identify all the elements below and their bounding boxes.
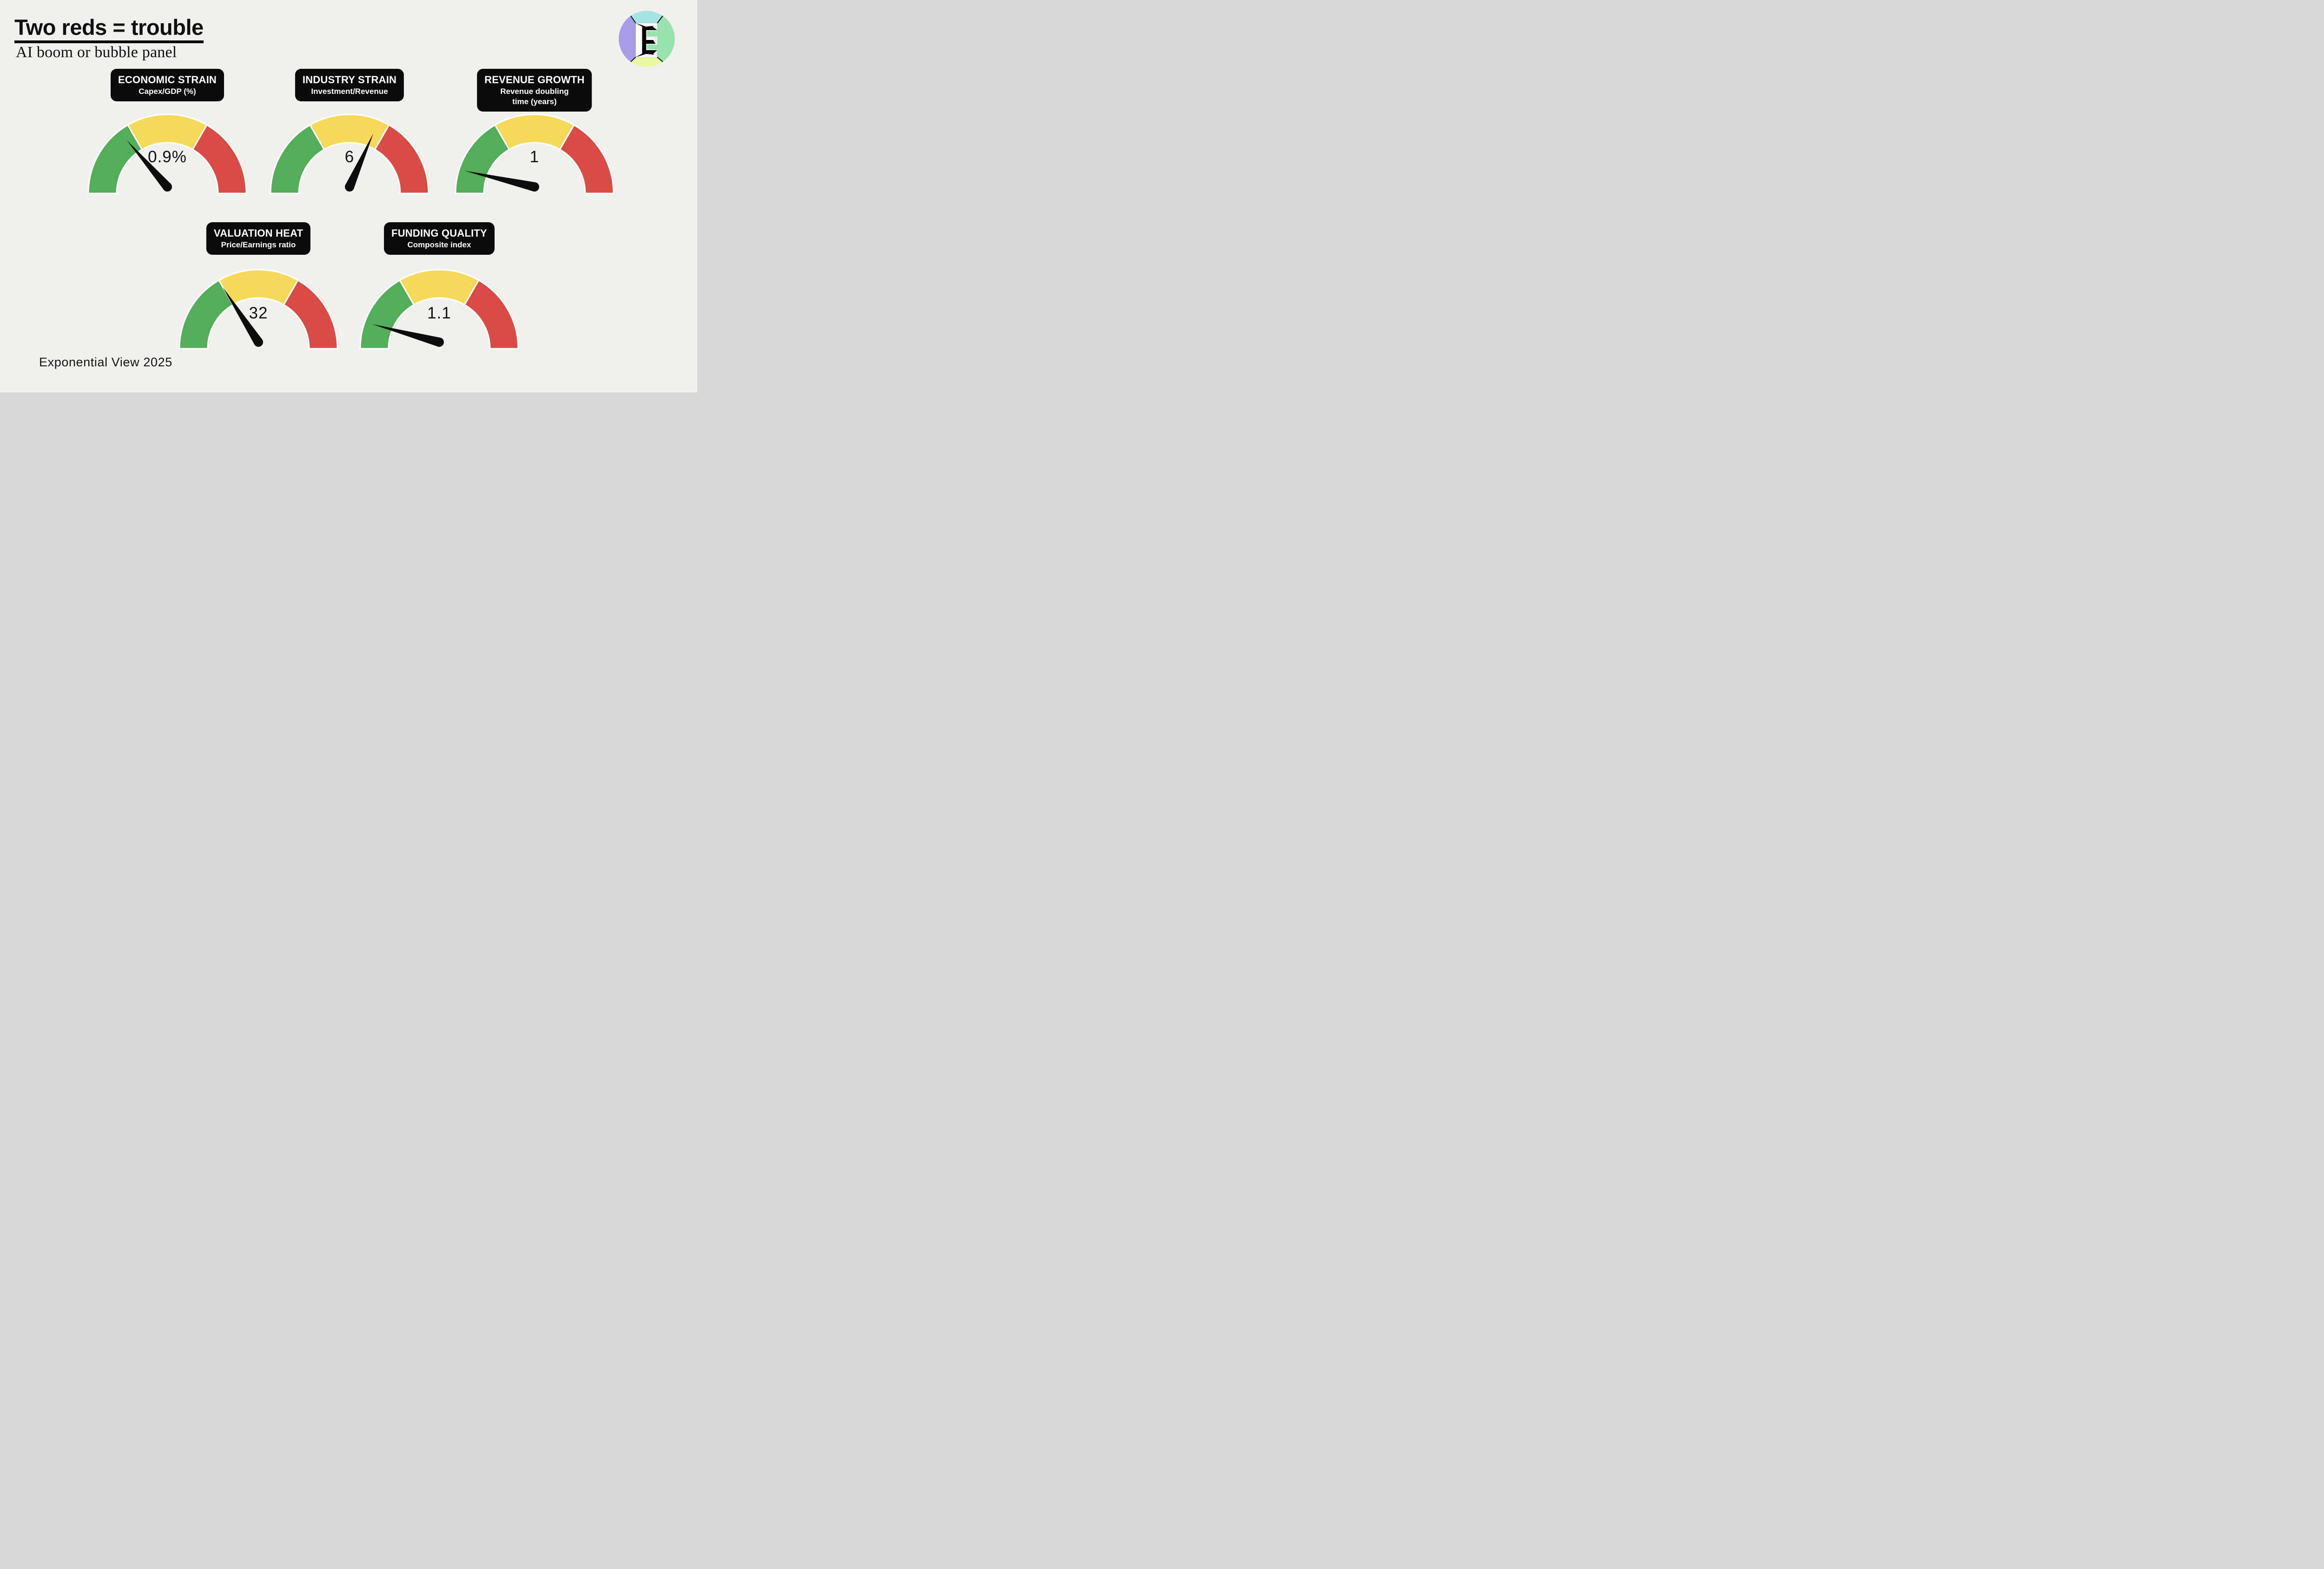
- logo-diagonal-lines: [630, 15, 663, 62]
- logo-quadrant-bottom: [631, 57, 663, 67]
- gauge-title: FUNDING QUALITY: [391, 227, 487, 239]
- logo-quadrant-top: [631, 11, 663, 23]
- gauge-dial: [87, 113, 247, 194]
- gauge-revenue-growth: REVENUE GROWTH Revenue doubling time (ye…: [451, 69, 618, 208]
- gauge-segment-red: [283, 279, 338, 350]
- gauge-economic-strain: ECONOMIC STRAIN Capex/GDP (%) 0.9%: [84, 69, 251, 208]
- gauge-header-pill: VALUATION HEAT Price/Earnings ratio: [206, 222, 311, 255]
- gauge-dial: [178, 269, 338, 350]
- gauge-segment-red: [191, 124, 247, 194]
- gauge-subtitle: Price/Earnings ratio: [221, 240, 296, 250]
- logo-circle: [619, 11, 675, 67]
- gauge-needle-hub: [163, 182, 172, 192]
- infographic-canvas: Two reds = trouble AI boom or bubble pan…: [0, 0, 697, 392]
- gauge-subtitle: Investment/Revenue: [311, 87, 388, 96]
- gauge-value: 0.9%: [148, 148, 187, 166]
- gauge-segment-red: [463, 279, 519, 350]
- header: Two reds = trouble: [14, 16, 204, 44]
- gauge-header-pill: FUNDING QUALITY Composite index: [384, 222, 495, 255]
- gauge-needle: [464, 171, 536, 192]
- exponential-view-logo: [619, 11, 675, 67]
- gauge-value: 1.1: [427, 304, 451, 322]
- gauge-needle-hub: [435, 338, 444, 347]
- credit-line: Exponential View 2025: [39, 355, 172, 369]
- gauge-dial: [270, 113, 429, 194]
- gauge-segment-red: [559, 124, 614, 194]
- letter-e-white-facets: [635, 23, 657, 57]
- gauge-segment-red: [374, 124, 429, 194]
- gauge-value: 6: [344, 148, 355, 166]
- gauge-subtitle: Revenue doubling time (years): [500, 87, 569, 106]
- gauge-title: VALUATION HEAT: [213, 227, 304, 239]
- gauge-needle: [372, 324, 441, 347]
- gauge-valuation-heat: VALUATION HEAT Price/Earnings ratio 32: [175, 222, 342, 362]
- gauge-funding-quality: FUNDING QUALITY Composite index 1.1: [356, 222, 523, 362]
- logo-quadrant-right: [657, 16, 675, 62]
- gauge-dial: [455, 113, 614, 194]
- logo-quadrant-left: [619, 16, 636, 62]
- logo-letter-e: [635, 23, 658, 57]
- gauge-subtitle: Composite index: [407, 240, 471, 250]
- gauge-title: INDUSTRY STRAIN: [302, 74, 397, 86]
- letter-e-notch-top: [647, 31, 658, 37]
- gauge-needle-hub: [530, 182, 539, 192]
- gauge-title: REVENUE GROWTH: [484, 74, 585, 86]
- page-title: Two reds = trouble: [14, 16, 204, 44]
- gauge-header-pill: REVENUE GROWTH Revenue doubling time (ye…: [477, 69, 592, 112]
- page-subtitle: AI boom or bubble panel: [16, 44, 177, 61]
- gauge-value: 32: [249, 304, 268, 322]
- gauge-industry-strain: INDUSTRY STRAIN Investment/Revenue 6: [266, 69, 433, 208]
- letter-e-notch-bottom: [647, 45, 658, 49]
- gauge-needle-hub: [254, 338, 263, 347]
- gauge-needle: [127, 140, 171, 190]
- gauge-title: ECONOMIC STRAIN: [118, 74, 217, 86]
- gauge-needle: [345, 133, 374, 189]
- gauge-needle: [223, 287, 263, 345]
- gauge-dial: [359, 269, 519, 350]
- gauge-needle-hub: [345, 182, 354, 192]
- gauge-header-pill: INDUSTRY STRAIN Investment/Revenue: [295, 69, 404, 102]
- gauge-header-pill: ECONOMIC STRAIN Capex/GDP (%): [111, 69, 224, 102]
- gauge-subtitle: Capex/GDP (%): [139, 87, 196, 96]
- gauge-value: 1: [529, 148, 540, 166]
